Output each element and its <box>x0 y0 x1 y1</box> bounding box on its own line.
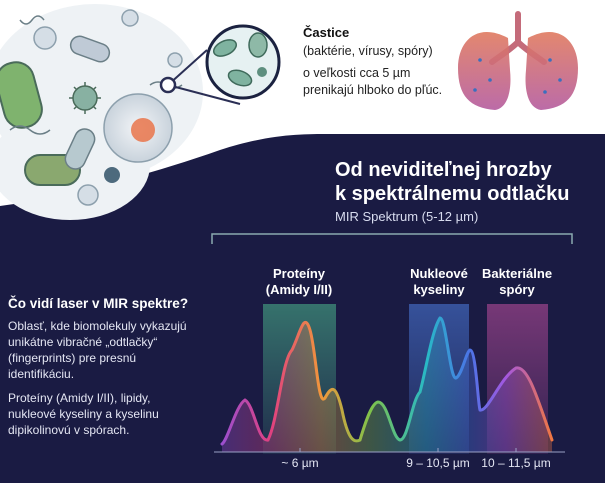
sidebar-para1-line4: identifikáciu. <box>8 367 75 381</box>
band-spores-range: 10 – 11,5 µm <box>481 456 551 470</box>
sidebar-para2-line2: nukleové kyseliny a kyselinu <box>8 407 159 421</box>
particles-description-line2: prenikajú hlboko do pľúc. <box>303 83 443 97</box>
sidebar-para2-line1: Proteíny (Amidy I/II), lipidy, <box>8 391 151 405</box>
magnifier-illustration <box>159 24 281 105</box>
sidebar-question: Čo vidí laser v MIR spektre? <box>8 296 189 311</box>
sidebar-para1-line3: (fingerprints) pre presnú <box>8 351 137 365</box>
band-proteins-label-line2: (Amidy I/II) <box>265 282 333 297</box>
band-nucleic-label-line1: Nukleové <box>410 266 468 281</box>
particles-title: Častice <box>303 25 350 40</box>
band-proteins-label-line1: Proteíny <box>272 266 325 281</box>
particle-cluster-illustration <box>0 4 203 220</box>
sidebar-para2-line3: dipikolinovú v spórach. <box>8 423 130 437</box>
sidebar-para1-line2: unikátne vibračné „odtlačky“ <box>8 335 158 349</box>
spectrum-range-label: MIR Spektrum (5-12 µm) <box>335 209 479 224</box>
particles-description-line1: o veľkosti cca 5 µm <box>303 66 411 80</box>
band-proteins-range: ~ 6 µm <box>281 456 319 470</box>
band-nucleic-label-line2: kyseliny <box>413 282 465 297</box>
particles-subtitle: (baktérie, vírusy, spóry) <box>303 44 433 58</box>
spectrum-range-bracket <box>211 233 573 244</box>
band-spores-label-line1: Bakteriálne <box>481 266 553 281</box>
sidebar-para1-line1: Oblasť, kde biomolekuly vykazujú <box>8 319 187 333</box>
spectrum-curve <box>220 316 554 446</box>
lungs-illustration <box>458 11 578 110</box>
band-nucleic-range: 9 – 10,5 µm <box>406 456 470 470</box>
main-title-line2: k spektrálnemu odtlačku <box>335 183 570 205</box>
band-spores-label-line2: spóry <box>499 282 535 297</box>
main-title-line1: Od neviditeľnej hrozby <box>335 159 552 181</box>
